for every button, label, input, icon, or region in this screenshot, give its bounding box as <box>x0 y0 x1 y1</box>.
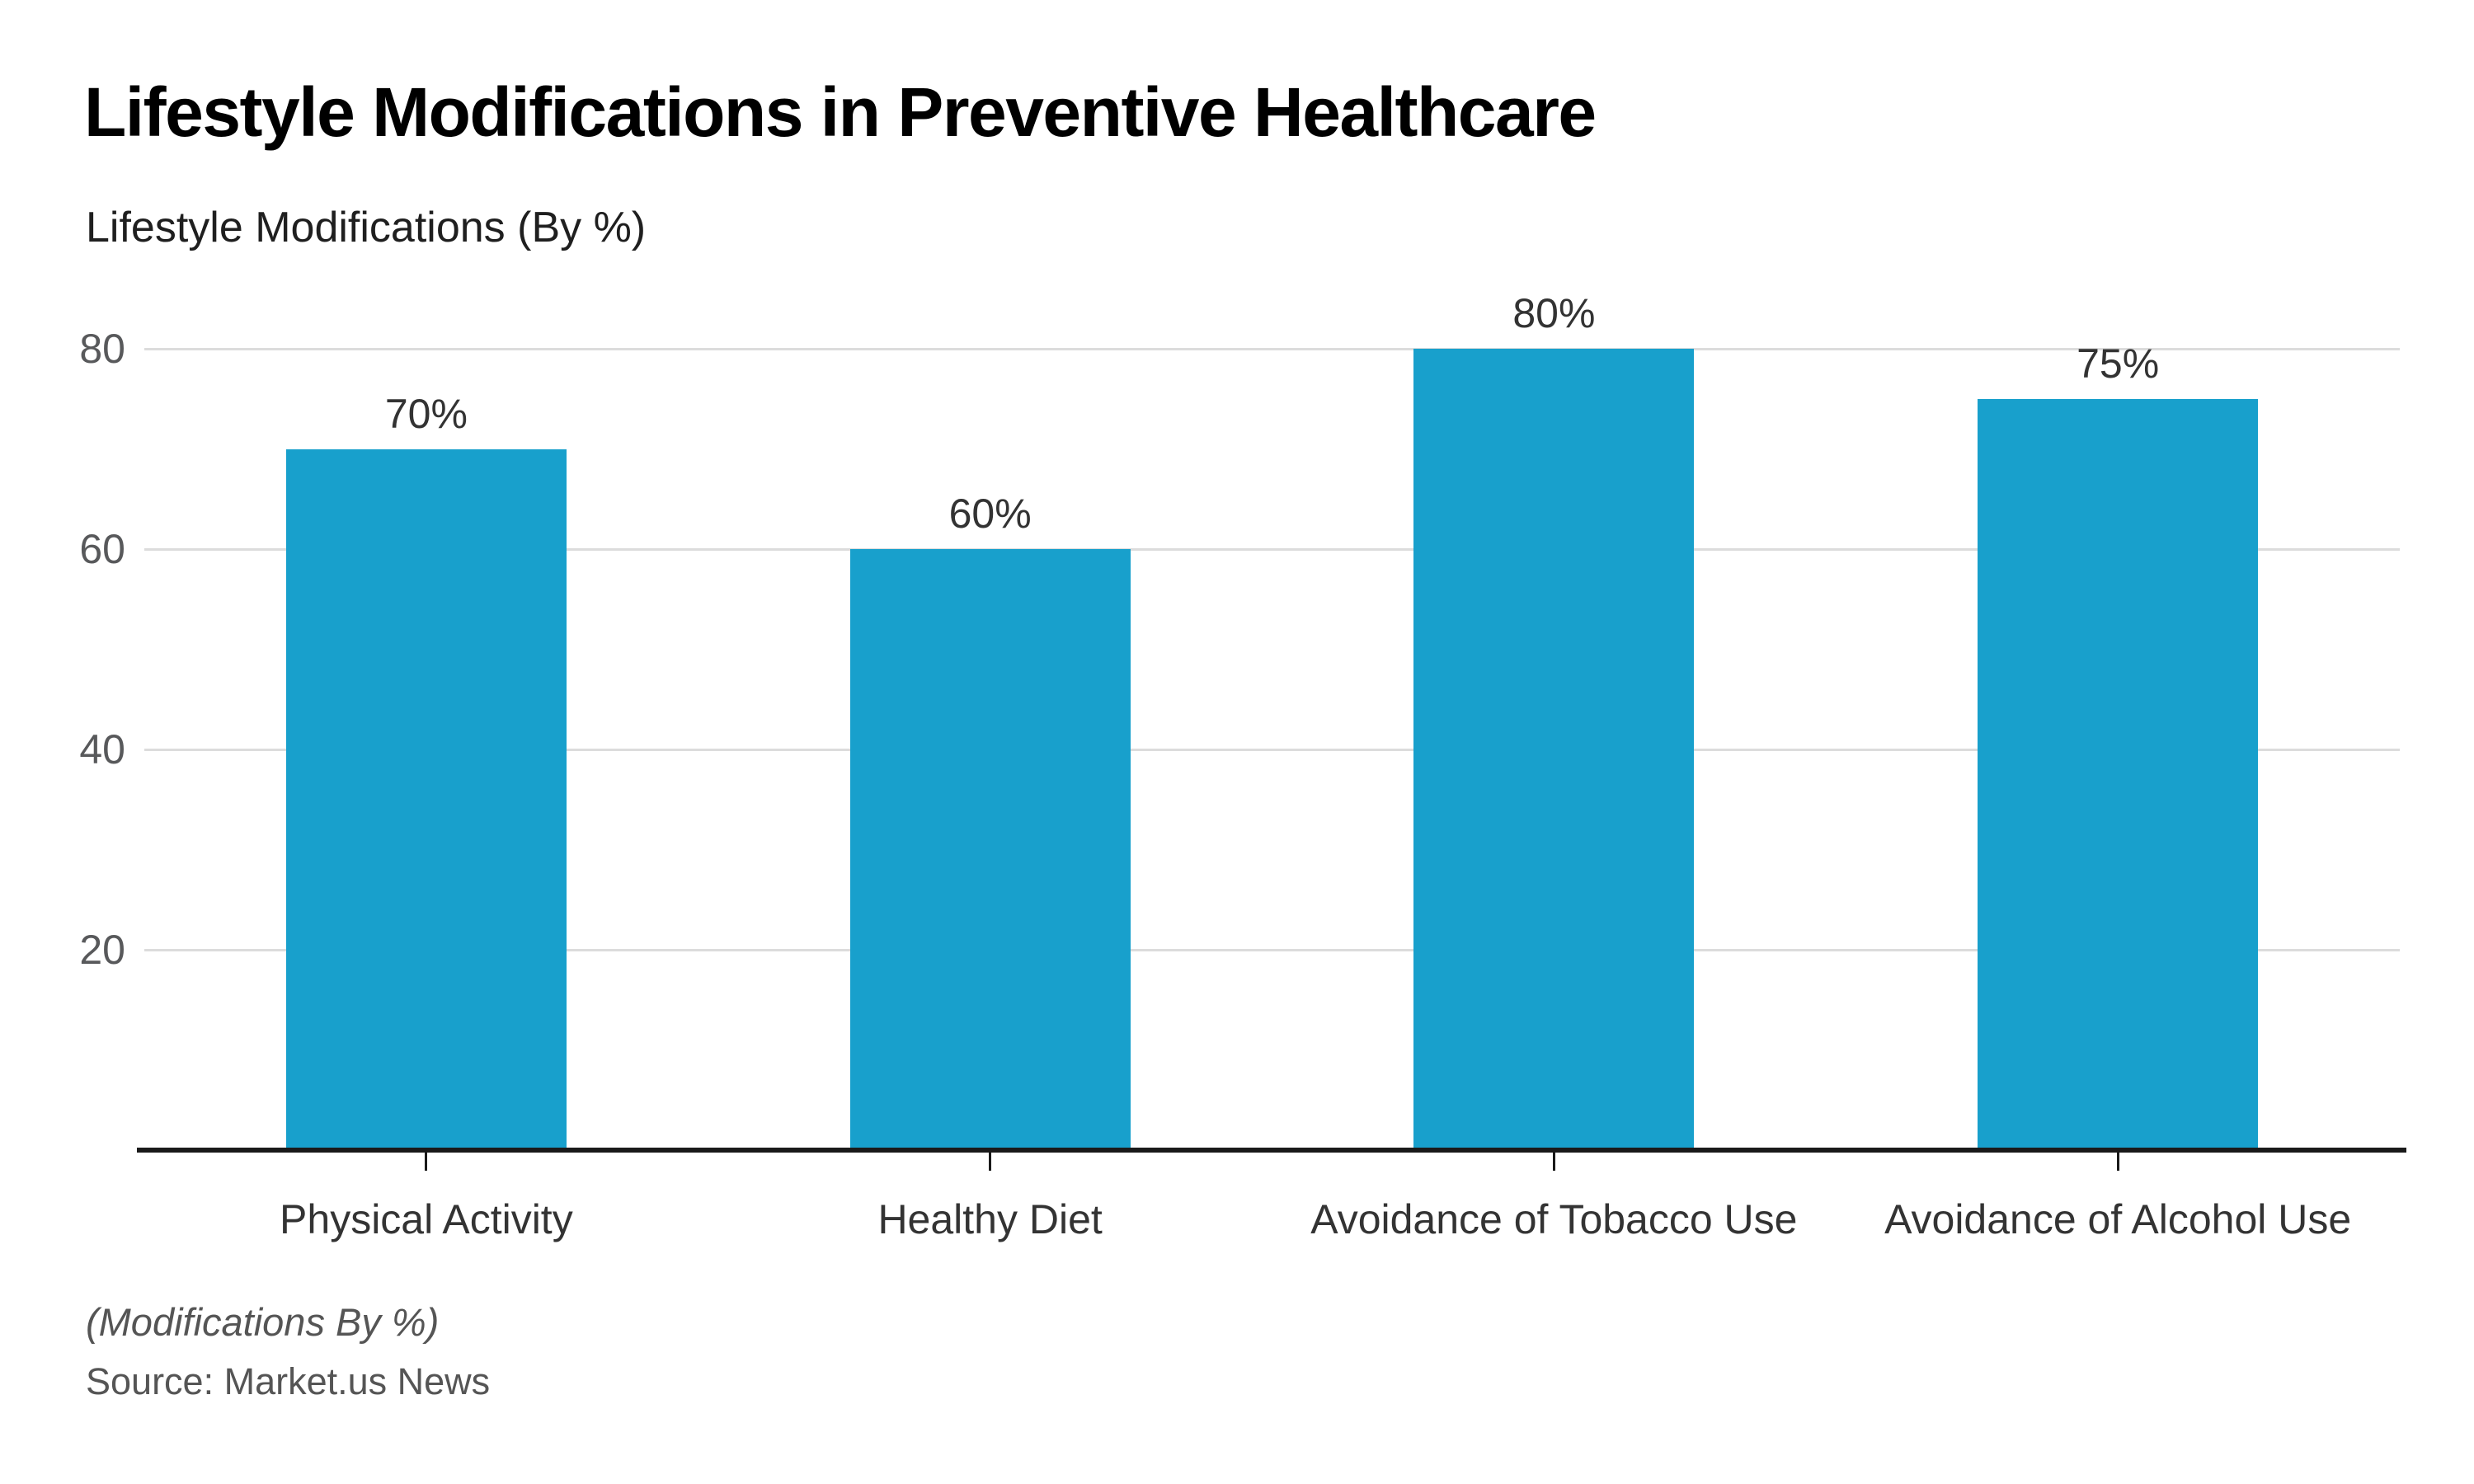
x-axis-tick-healthy-diet <box>989 1153 992 1171</box>
x-axis-line <box>137 1148 2406 1153</box>
y-axis-tick-label: 80 <box>79 326 125 372</box>
x-axis-tick-avoidance-of-tobacco-use <box>1552 1153 1555 1171</box>
gridline-60 <box>144 548 2400 551</box>
y-axis-tick-label: 20 <box>79 927 125 973</box>
y-axis-tick-label: 60 <box>79 526 125 572</box>
y-axis-tick-label: 40 <box>79 726 125 773</box>
x-axis-category-label-avoidance-of-tobacco-use: Avoidance of Tobacco Use <box>1310 1196 1798 1242</box>
x-axis-category-label-physical-activity: Physical Activity <box>280 1196 573 1242</box>
x-axis-category-label-healthy-diet: Healthy Diet <box>877 1196 1103 1242</box>
bar-value-label-avoidance-of-tobacco-use: 80% <box>1512 290 1596 336</box>
chart-title: Lifestyle Modifications in Preventive He… <box>84 73 1597 151</box>
x-axis-tick-avoidance-of-alcohol-use <box>2116 1153 2119 1171</box>
gridline-40 <box>144 749 2400 751</box>
bar-value-label-physical-activity: 70% <box>384 390 468 437</box>
chart-subtitle: Lifestyle Modifications (By %) <box>86 204 647 251</box>
chart-footnote: (Modifications By %) <box>86 1300 440 1344</box>
gridline-20 <box>144 949 2400 951</box>
gridline-80 <box>144 348 2400 350</box>
x-axis-tick-physical-activity <box>425 1153 428 1171</box>
bar-avoidance-of-tobacco-use <box>1413 349 1695 1150</box>
bar-value-label-avoidance-of-alcohol-use: 75% <box>2077 340 2160 387</box>
source-credit: Source: Market.us News <box>86 1360 491 1402</box>
bar-healthy-diet <box>849 549 1131 1150</box>
x-axis-category-label-avoidance-of-alcohol-use: Avoidance of Alcohol Use <box>1884 1196 2352 1242</box>
bar-avoidance-of-alcohol-use <box>1978 398 2259 1150</box>
bar-value-label-healthy-diet: 60% <box>948 491 1032 537</box>
bar-physical-activity <box>285 448 567 1150</box>
